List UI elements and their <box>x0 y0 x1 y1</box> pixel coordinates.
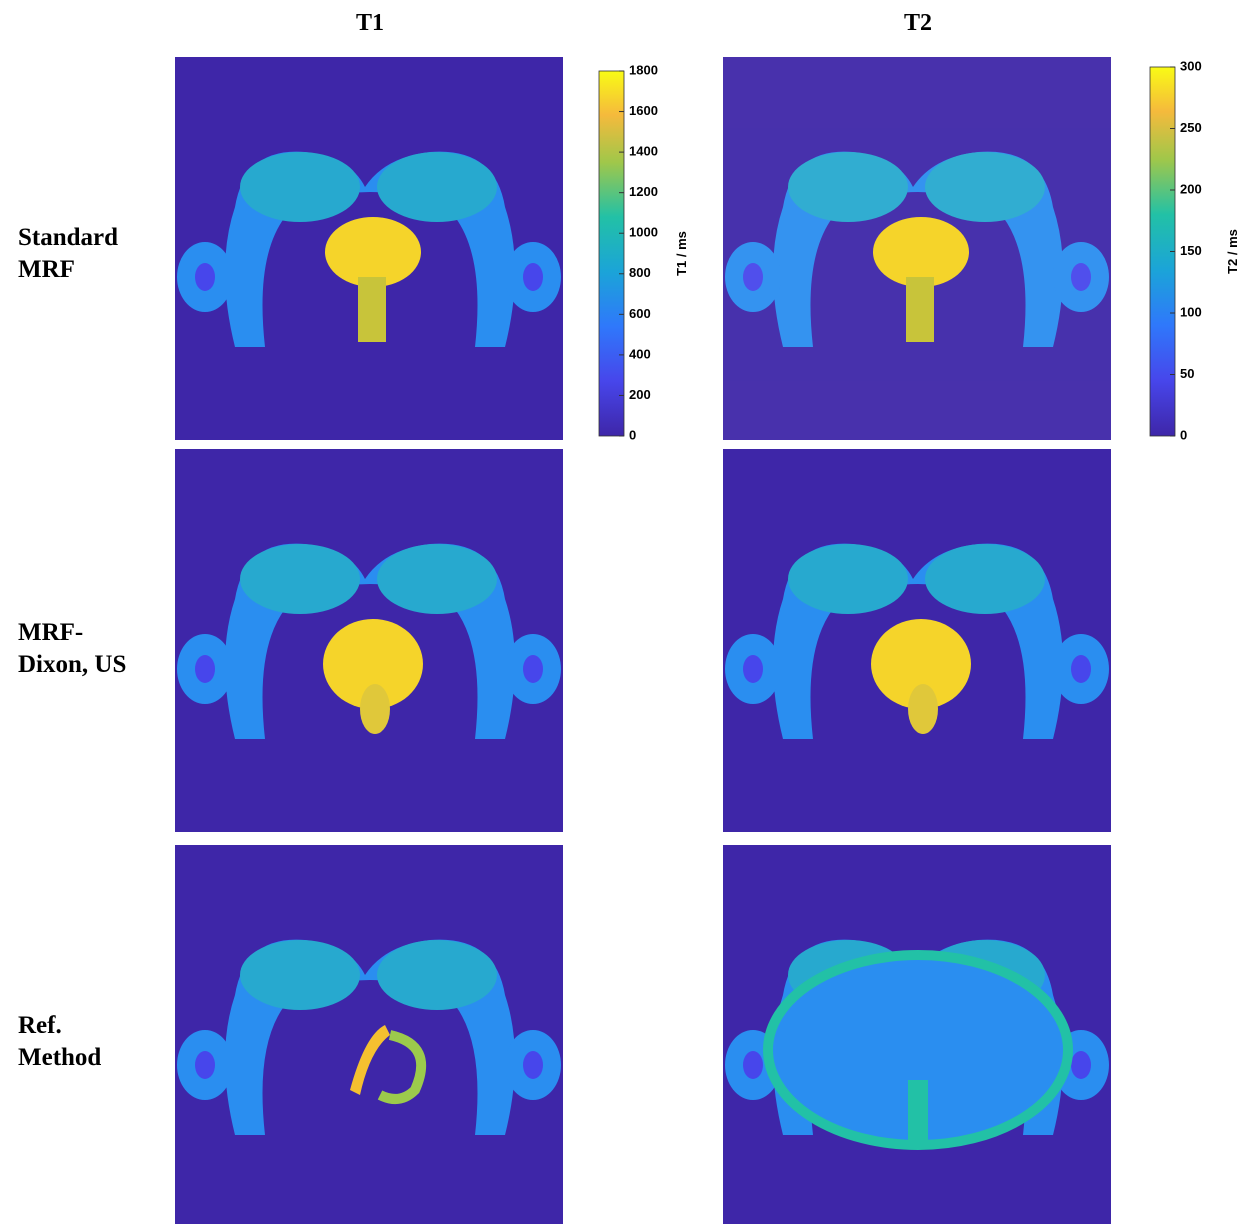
colorbar-tick-label: 1600 <box>629 103 658 118</box>
colorbar <box>599 71 624 436</box>
colorbar-tick-label: 0 <box>629 427 636 442</box>
map-panel <box>175 57 563 440</box>
row-label: Ref.Method <box>18 1012 101 1071</box>
colorbar-tick-label: 300 <box>1180 58 1202 73</box>
map-panel <box>723 57 1111 440</box>
colorbar-tick-label: 1800 <box>629 62 658 77</box>
colorbar-tick-label: 100 <box>1180 304 1202 319</box>
map-panel <box>723 845 1111 1224</box>
map-panel <box>175 449 563 832</box>
map-panel <box>723 449 1111 832</box>
colorbar-tick-label: 1200 <box>629 184 658 199</box>
column-title: T2 <box>904 10 932 36</box>
colorbar-tick-label: 600 <box>629 306 651 321</box>
colorbar-label: T2 / ms <box>1225 229 1238 274</box>
colorbar-tick-label: 800 <box>629 265 651 280</box>
colorbar-tick-label: 400 <box>629 346 651 361</box>
colorbar-tick-label: 0 <box>1180 427 1187 442</box>
colorbar-tick-label: 250 <box>1180 120 1202 135</box>
map-panel <box>175 845 563 1224</box>
colorbar-label: T1 / ms <box>674 231 689 276</box>
colorbar-tick-label: 1400 <box>629 144 658 159</box>
colorbar-tick-label: 200 <box>629 387 651 402</box>
row-label: MRF-Dixon, US <box>18 619 126 678</box>
figure: T1 T2 StandardMRF MRF-Dixon, US Ref.Meth… <box>0 0 1238 1224</box>
colorbar-tick-label: 1000 <box>629 225 658 240</box>
column-title: T1 <box>356 10 384 36</box>
colorbar-tick-label: 50 <box>1180 366 1194 381</box>
page: T1 T2 StandardMRF MRF-Dixon, US Ref.Meth… <box>0 0 1238 1224</box>
colorbar-tick-label: 200 <box>1180 181 1202 196</box>
colorbar-tick-label: 150 <box>1180 243 1202 258</box>
